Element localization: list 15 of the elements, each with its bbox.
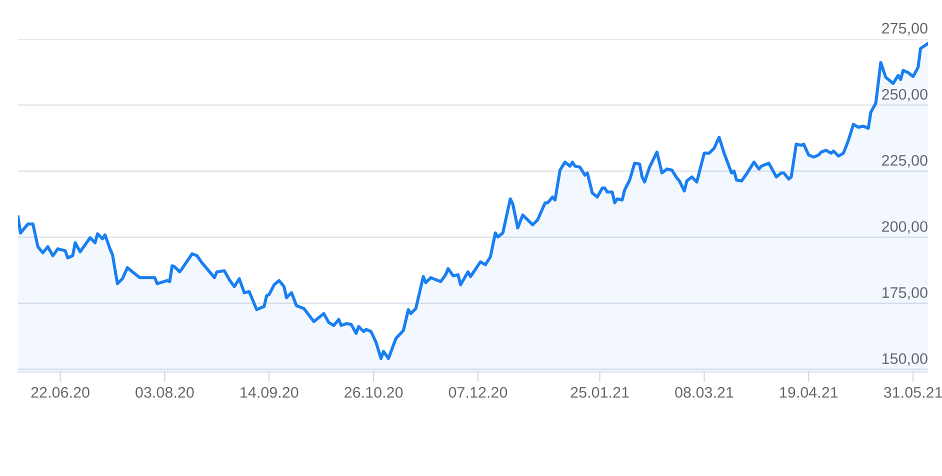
x-tick-label: 26.10.20 (344, 386, 403, 398)
y-tick-label: 225,00 (882, 155, 928, 168)
x-tick-label: 19.04.21 (780, 386, 838, 398)
x-tick-label: 31.05.21 (884, 386, 942, 398)
x-tick-label: 08.03.21 (675, 386, 734, 398)
x-tick-label: 22.06.20 (31, 386, 90, 398)
y-tick-label: 150,00 (882, 353, 928, 366)
x-tick-label: 25.01.21 (570, 386, 629, 398)
x-tick-label: 07.12.20 (448, 386, 508, 398)
y-tick-label: 200,00 (882, 221, 928, 234)
x-tick-label: 03.08.20 (136, 386, 194, 398)
y-tick-label: 275,00 (882, 22, 928, 36)
y-tick-label: 250,00 (882, 88, 928, 102)
y-tick-label: 175,00 (882, 287, 928, 300)
x-tick-label: 14.09.20 (240, 386, 298, 398)
